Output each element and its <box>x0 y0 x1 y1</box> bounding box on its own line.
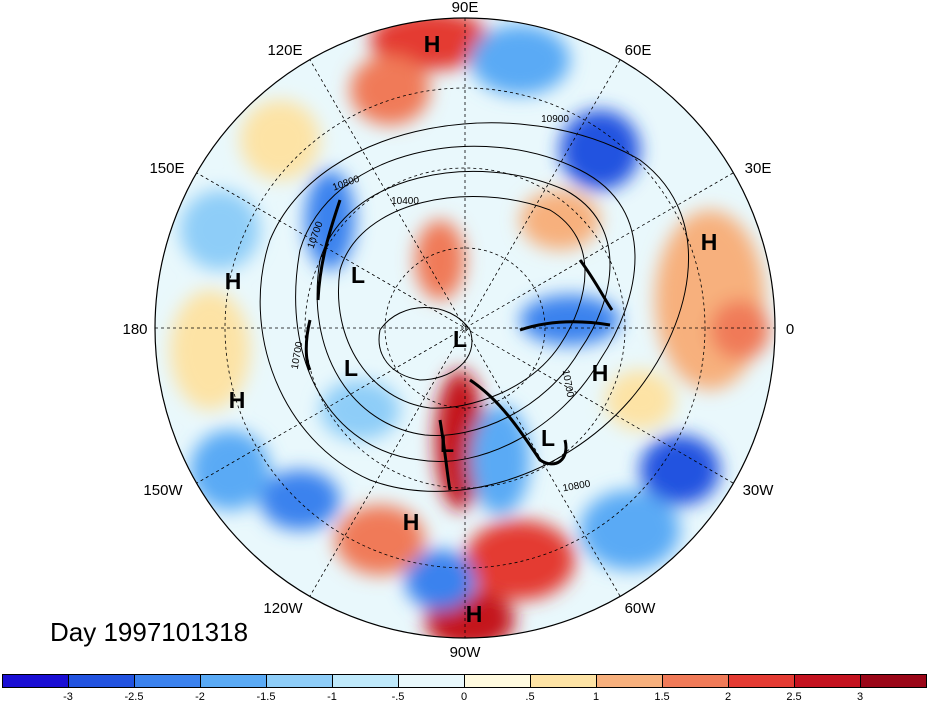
high-center: H <box>403 509 420 535</box>
height-contours <box>259 122 690 492</box>
colorbar-swatch <box>596 674 663 688</box>
graticule <box>155 18 775 638</box>
map-title: Day 1997101318 <box>50 617 249 647</box>
colorbar-swatch <box>794 674 861 688</box>
colorbar-tick-label: -1 <box>327 691 337 703</box>
colorbar-tick-label: 3 <box>856 691 864 703</box>
high-center: H <box>229 387 246 413</box>
colorbar-tick-label: -2 <box>195 691 205 703</box>
colorbar-tick-label: -1.5 <box>256 691 276 703</box>
longitude-label: 120W <box>263 600 303 617</box>
colorbar-swatch <box>662 674 729 688</box>
contour-value-label: 10400 <box>391 196 419 207</box>
colorbar-tick-label: 1 <box>592 691 600 703</box>
low-center: L <box>440 431 454 457</box>
low-center: L <box>453 326 467 352</box>
longitude-label: 90W <box>450 644 482 661</box>
high-center: H <box>701 229 718 255</box>
colorbar-tick-label: -.5 <box>391 691 405 703</box>
colorbar-swatch <box>2 674 69 688</box>
high-center: H <box>225 268 242 294</box>
longitude-label: 0 <box>786 321 794 338</box>
colorbar-tick-label: -2.5 <box>124 691 144 703</box>
colorbar-swatch <box>134 674 201 688</box>
colorbar-swatch <box>332 674 399 688</box>
colorbar-tick-label: 1.5 <box>654 691 670 703</box>
longitude-label: 150W <box>143 482 183 499</box>
contour-value-label: 10800 <box>562 479 592 495</box>
high-center: H <box>466 601 483 627</box>
colorbar-tick-label: 2 <box>724 691 732 703</box>
longitude-label: 180 <box>122 321 147 338</box>
high-center: H <box>424 31 441 57</box>
colorbar-swatch <box>860 674 927 688</box>
colorbar-tick-label: .5 <box>525 691 535 703</box>
longitude-label: 30W <box>743 482 775 499</box>
longitude-label: 30E <box>745 160 772 177</box>
polar-stereographic-map: 90E 60E 30E 0 30W 60W 90W 120W 150W 180 150E 120E H… <box>122 0 794 661</box>
low-center: L <box>344 355 358 381</box>
longitude-label: 150E <box>149 160 184 177</box>
low-center: L <box>541 425 555 451</box>
longitude-label: 60W <box>625 600 657 617</box>
contour-value-label: 10700 <box>290 340 306 370</box>
jet-streaks <box>304 199 614 491</box>
high-center: H <box>592 360 609 386</box>
longitude-label: 120E <box>267 42 302 59</box>
longitude-labels: 90E 60E 30E 0 30W 60W 90W 120W 150W 180 150E 120E <box>122 0 794 661</box>
contour-value-label: 10700 <box>560 369 576 399</box>
pressure-center-labels: H H H H H H H L L L L L <box>225 31 718 627</box>
colorbar-swatch <box>200 674 267 688</box>
colorbar-swatch <box>530 674 597 688</box>
longitude-label: 90E <box>452 0 479 16</box>
map-boundary <box>154 17 776 639</box>
colorbar-swatch <box>68 674 135 688</box>
low-center: L <box>351 262 365 288</box>
colorbar-swatch <box>266 674 333 688</box>
colorbar-swatch <box>398 674 465 688</box>
colorbar-tick-label: -3 <box>63 691 73 703</box>
colorbar-swatch <box>464 674 531 688</box>
colorbar-tick-label: 2.5 <box>786 691 802 703</box>
contour-value-label: 10900 <box>541 114 569 125</box>
colorbar-tick-label: 0 <box>460 691 468 703</box>
colorbar: -3 -2.5 -2 -1.5 -1 -.5 0 .5 1 1.5 2 2.5 3 <box>2 674 927 703</box>
longitude-label: 60E <box>625 42 652 59</box>
colorbar-swatch <box>728 674 795 688</box>
